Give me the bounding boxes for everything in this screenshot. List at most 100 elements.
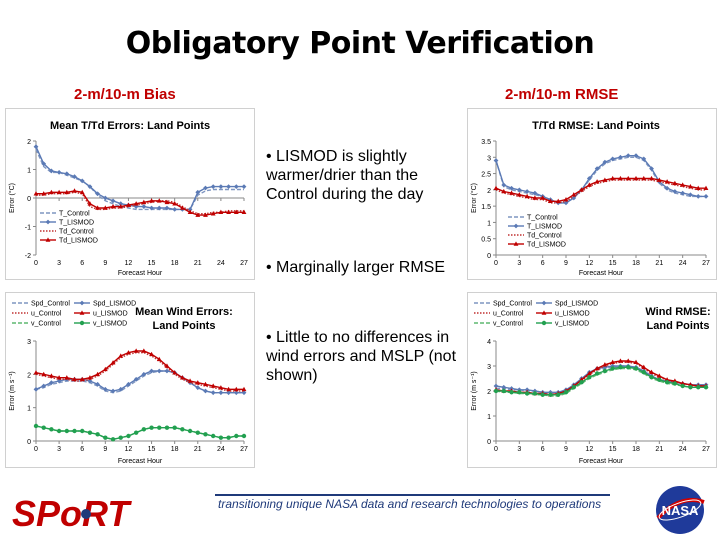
wind-bias-y-tick-label: 1 bbox=[27, 406, 31, 413]
temp-rmse-series-t-lismod-point bbox=[688, 192, 693, 198]
temp-bias-series-td-lismod-point bbox=[110, 203, 116, 209]
temp-bias-series-t-lismod-point bbox=[118, 201, 124, 207]
chart-wind-bias: Mean Wind Errors: Land Points 0 1 2 3 0 3 6 9 12 15… bbox=[5, 292, 255, 468]
wind-bias-series-u-lismod-point bbox=[133, 348, 139, 353]
wind-bias-series-v-lismod-point bbox=[141, 427, 147, 432]
temp-rmse-series-t-lismod-point bbox=[610, 156, 616, 162]
temp-rmse-series-td-lismod bbox=[493, 175, 709, 204]
temp-bias-series-t-lismod-point bbox=[102, 195, 108, 201]
temp-rmse-series-td-lismod-point bbox=[594, 179, 600, 184]
wind-bias-series-v-lismod-line bbox=[35, 425, 244, 441]
wind-rmse-title-line: Wind RMSE: bbox=[645, 306, 710, 318]
wind-bias-series-v-lismod-point bbox=[210, 433, 216, 439]
temp-rmse-legend-marker bbox=[513, 241, 519, 246]
temp-rmse-y-tick-label: 1 bbox=[487, 220, 491, 227]
temp-rmse-series-td-lismod-point bbox=[579, 187, 584, 192]
temp-bias-series-td-lismod-point bbox=[187, 209, 193, 215]
wind-bias-series-u-lismod-point bbox=[172, 370, 178, 375]
wind-rmse-series-v-lismod-point bbox=[532, 391, 538, 396]
temp-rmse-series-t-lismod-point bbox=[641, 156, 647, 162]
wind-rmse-x-tick-label: 15 bbox=[609, 446, 617, 453]
wind-rmse-legend-label: u_Control bbox=[493, 311, 524, 318]
temp-bias-series-t-lismod-point bbox=[110, 198, 116, 204]
temp-rmse-legend-item: Td_Control bbox=[508, 233, 562, 240]
wind-rmse-x-tick-label: 21 bbox=[655, 446, 663, 453]
wind-bias-series-u-lismod-point bbox=[41, 371, 47, 377]
temp-rmse-y-tick-label: 2.5 bbox=[481, 172, 491, 179]
temp-rmse-series-t-lismod-line bbox=[495, 155, 706, 204]
temp-bias-y-tick-label: -2 bbox=[25, 253, 31, 260]
sport-logo-text: SPoRT bbox=[12, 493, 132, 534]
temp-bias-series-td-lismod-point bbox=[126, 202, 131, 207]
wind-bias-x-tick-label: 6 bbox=[80, 446, 84, 453]
temp-rmse-series-td-lismod-point bbox=[509, 190, 514, 195]
temp-rmse-series-td-lismod-point bbox=[548, 198, 553, 204]
wind-bias-y-tick-label: 0 bbox=[27, 439, 31, 446]
temp-bias-series-t-lismod-point bbox=[156, 205, 162, 211]
temp-rmse-y-tick-label: 1.5 bbox=[481, 204, 491, 211]
wind-rmse-series-u-lismod-point bbox=[594, 365, 600, 371]
temp-rmse-x-tick-label: 6 bbox=[541, 260, 545, 267]
wind-rmse-series-u-lismod-point bbox=[610, 359, 616, 365]
wind-bias-legend-item: u_LISMOD bbox=[74, 310, 128, 318]
temp-rmse-y-tick-label: 3.5 bbox=[481, 139, 491, 146]
wind-bias-series-v-lismod-point bbox=[133, 430, 139, 435]
wind-rmse-series-v-lismod-point bbox=[594, 371, 600, 376]
temp-bias-series-t-lismod-point bbox=[203, 185, 208, 191]
temp-bias-series-td-lismod bbox=[33, 188, 247, 217]
wind-bias-series-v-lismod-point bbox=[64, 428, 70, 434]
temp-bias-legend-item: T_LISMOD bbox=[40, 220, 94, 227]
temp-rmse-series-td-lismod-point bbox=[501, 188, 507, 194]
wind-bias-series-spd-lismod-point bbox=[118, 386, 124, 392]
temp-bias-legend: T_Control T_LISMOD Td_Control Td_LISMOD bbox=[40, 211, 98, 245]
wind-bias-series-u-lismod-point bbox=[210, 383, 216, 388]
temp-rmse-x-label: Forecast Hour bbox=[579, 270, 624, 277]
wind-rmse-series-v-lismod-point bbox=[563, 390, 569, 395]
wind-bias-series-u-lismod-point bbox=[126, 350, 131, 355]
temp-bias-x-tick-label: 27 bbox=[240, 260, 248, 267]
wind-bias-series-spd-control bbox=[35, 370, 244, 394]
temp-bias-series-t-lismod-point bbox=[79, 178, 85, 184]
temp-bias-y-tick-label: 1 bbox=[27, 168, 31, 175]
wind-bias-series-u-lismod-point bbox=[56, 375, 62, 380]
temp-rmse-legend: T_Control T_LISMOD Td_Control Td_LISMOD bbox=[508, 215, 566, 249]
temp-rmse-series-t-lismod-point bbox=[649, 166, 654, 172]
wind-bias-series-spd-lismod-point bbox=[141, 371, 147, 377]
temp-bias-x-tick-label: 12 bbox=[125, 260, 133, 267]
temp-bias-series-td-lismod-point bbox=[164, 199, 170, 205]
wind-rmse-series-v-lismod-point bbox=[571, 385, 576, 390]
wind-bias-legend-marker bbox=[79, 300, 85, 306]
temp-rmse-legend-item: Td_LISMOD bbox=[508, 241, 566, 249]
wind-rmse-series-u-lismod-point bbox=[649, 369, 654, 375]
wind-bias-series-spd-lismod-point bbox=[233, 390, 239, 396]
wind-bias-x-tick-label: 0 bbox=[34, 446, 38, 453]
temp-rmse-series-td-lismod-point bbox=[493, 185, 499, 191]
wind-bias-x-tick-label: 15 bbox=[148, 446, 156, 453]
wind-bias-series-spd-lismod-point bbox=[203, 388, 208, 394]
temp-rmse-x-tick-label: 0 bbox=[494, 260, 498, 267]
temp-bias-series-td-lismod-point bbox=[195, 212, 201, 217]
wind-bias-series-v-lismod-point bbox=[226, 435, 231, 440]
temp-bias-legend-item: Td_Control bbox=[40, 229, 94, 236]
wind-rmse-x-tick-label: 18 bbox=[632, 446, 640, 453]
temp-bias-series-td-lismod-point bbox=[33, 191, 39, 196]
temp-bias-series-t-lismod-line bbox=[35, 146, 244, 211]
temp-bias-y-tick-label: 2 bbox=[27, 139, 31, 146]
temp-rmse-y-tick-label: 3 bbox=[487, 155, 491, 162]
wind-rmse-legend-label: v_LISMOD bbox=[555, 321, 589, 328]
temp-bias-series-t-lismod-point bbox=[241, 184, 247, 189]
wind-bias-series-v-lismod-point bbox=[203, 432, 208, 437]
temp-rmse-x-tick-label: 12 bbox=[585, 260, 593, 267]
temp-bias-series-t-lismod bbox=[33, 144, 247, 212]
temp-bias-series-td-lismod-point bbox=[172, 201, 178, 206]
temp-rmse-series-td-lismod-point bbox=[649, 175, 654, 181]
wind-rmse-series-v-lismod-point bbox=[696, 385, 701, 390]
wind-bias-x-tick-label: 27 bbox=[240, 446, 248, 453]
temp-bias-legend-item: T_Control bbox=[40, 211, 90, 218]
wind-rmse-series-v-lismod-point bbox=[633, 366, 639, 371]
temp-bias-title: Mean T/Td Errors: Land Points bbox=[50, 120, 210, 132]
wind-bias-x-tick-label: 21 bbox=[194, 446, 202, 453]
chart-temp-rmse: T/Td RMSE: Land Points 0 0.5 1 1.5 2 2.5 3 3.5 0 3… bbox=[467, 108, 717, 280]
